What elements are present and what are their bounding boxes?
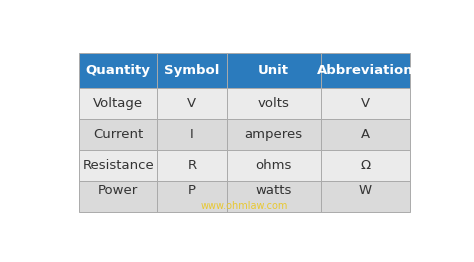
Text: R: R <box>187 159 196 172</box>
FancyBboxPatch shape <box>80 150 157 181</box>
Text: Quantity: Quantity <box>86 64 151 77</box>
Text: I: I <box>190 128 194 141</box>
FancyBboxPatch shape <box>157 150 227 181</box>
FancyBboxPatch shape <box>321 119 410 150</box>
FancyBboxPatch shape <box>321 53 410 88</box>
Text: Ω: Ω <box>360 159 371 172</box>
FancyBboxPatch shape <box>80 119 157 150</box>
Text: Resistance: Resistance <box>82 159 154 172</box>
Text: watts: watts <box>255 184 292 197</box>
FancyBboxPatch shape <box>321 150 410 181</box>
FancyBboxPatch shape <box>157 53 227 88</box>
FancyBboxPatch shape <box>227 88 321 119</box>
FancyBboxPatch shape <box>227 150 321 181</box>
Text: A: A <box>361 128 370 141</box>
FancyBboxPatch shape <box>157 88 227 119</box>
Text: V: V <box>361 97 370 110</box>
FancyBboxPatch shape <box>321 88 410 119</box>
Text: Power: Power <box>98 184 138 197</box>
FancyBboxPatch shape <box>227 181 321 212</box>
FancyBboxPatch shape <box>157 181 227 212</box>
Text: Voltage: Voltage <box>93 97 143 110</box>
Text: V: V <box>187 97 196 110</box>
FancyBboxPatch shape <box>80 88 157 119</box>
Text: ohms: ohms <box>255 159 292 172</box>
FancyBboxPatch shape <box>227 53 321 88</box>
Text: P: P <box>188 184 196 197</box>
Text: amperes: amperes <box>245 128 303 141</box>
Text: Unit: Unit <box>258 64 289 77</box>
FancyBboxPatch shape <box>80 181 157 212</box>
Text: Current: Current <box>93 128 144 141</box>
Text: Symbol: Symbol <box>164 64 219 77</box>
Text: Abbreviation: Abbreviation <box>317 64 414 77</box>
Text: W: W <box>359 184 372 197</box>
FancyBboxPatch shape <box>227 119 321 150</box>
FancyBboxPatch shape <box>80 53 157 88</box>
Text: volts: volts <box>258 97 290 110</box>
FancyBboxPatch shape <box>321 181 410 212</box>
FancyBboxPatch shape <box>157 119 227 150</box>
Text: www.ohmlaw.com: www.ohmlaw.com <box>201 201 289 211</box>
